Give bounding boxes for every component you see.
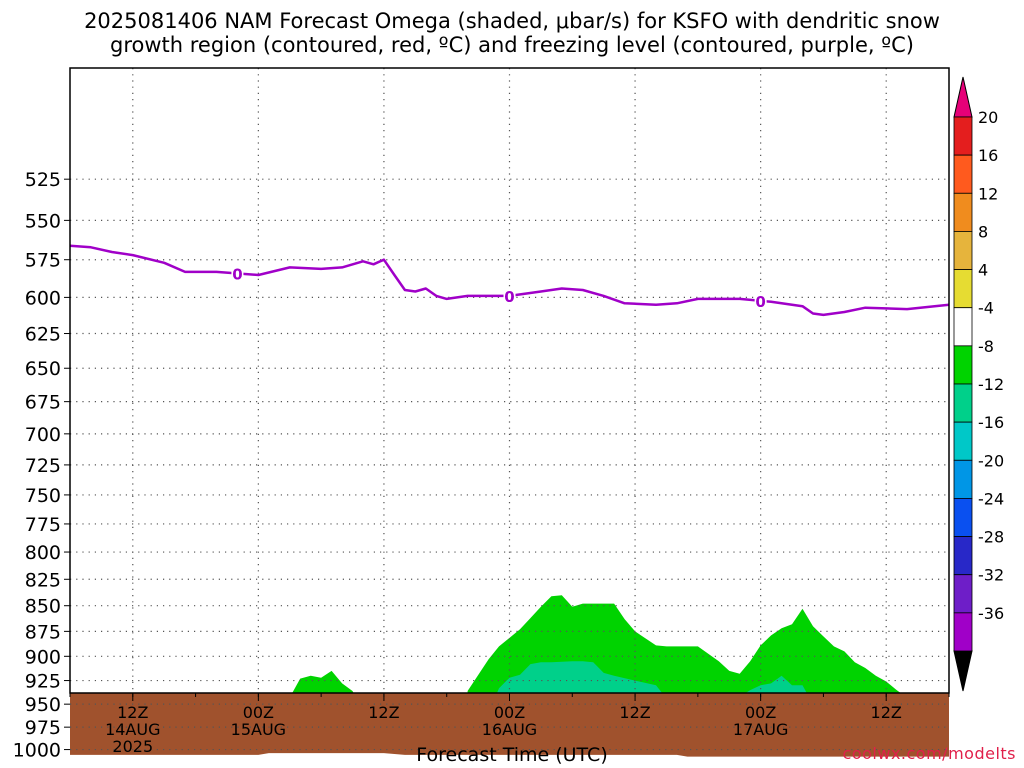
freezing-level-layer: 0 0 0 <box>69 244 950 317</box>
y-tick-label: 650 <box>25 358 61 380</box>
colorbar-label: -20 <box>978 451 1004 470</box>
colorbar-label: 4 <box>978 261 988 280</box>
y-tick-label: 575 <box>25 250 61 272</box>
y-tick-label: 550 <box>25 210 61 232</box>
y-tick-label: 900 <box>25 646 61 668</box>
freezing-level-label: 0 <box>504 288 514 306</box>
colorbar-segment <box>953 231 973 270</box>
colorbar-segment <box>953 307 973 347</box>
freezing-level-label-bg <box>503 286 516 305</box>
y-tick-label: 925 <box>25 671 61 693</box>
colorbar-label: 8 <box>978 222 988 241</box>
y-tick-label: 825 <box>25 569 61 591</box>
freezing-level-label: 0 <box>755 293 765 311</box>
y-tick-label: 1000 <box>13 740 61 762</box>
y-tick-label: 600 <box>25 287 61 309</box>
freezing-level-label-bg <box>754 291 767 310</box>
x-tick-label: 12Z <box>117 703 148 722</box>
surface-band-layer <box>70 693 949 757</box>
y-tick-label: 775 <box>25 514 61 536</box>
colorbar-label: -28 <box>978 528 1004 547</box>
colorbar-segment <box>953 192 973 232</box>
x-tick-label: 00Z <box>243 703 274 722</box>
colorbar-segment <box>953 421 973 461</box>
freezing-level-line <box>69 244 950 317</box>
y-tick-label: 625 <box>25 324 61 346</box>
colorbar-segment <box>953 459 973 499</box>
y-tick-label: 525 <box>25 169 61 191</box>
x-tick-label: 12Z <box>619 703 650 722</box>
grid-layer <box>70 68 949 751</box>
x-tick-label: 17AUG <box>733 720 788 739</box>
colorbar-label: -12 <box>978 375 1004 394</box>
colorbar-label: -8 <box>978 337 994 356</box>
x-axis-label: Forecast Time (UTC) <box>416 744 608 766</box>
chart-title-line-1: 2025081406 NAM Forecast Omega (shaded, μ… <box>84 9 940 33</box>
colorbar-label: -24 <box>978 489 1004 508</box>
colorbar-label: 16 <box>978 146 998 165</box>
colorbar-segment <box>953 536 973 576</box>
x-tick-label: 14AUG <box>105 720 160 739</box>
y-tick-label: 750 <box>25 485 61 507</box>
colorbar-segment <box>953 154 973 194</box>
y-tick-label: 800 <box>25 542 61 564</box>
x-tick-label: 16AUG <box>482 720 537 739</box>
colorbar-segment <box>953 498 973 537</box>
x-tick-label: 2025 <box>112 737 153 756</box>
colorbar-label: -4 <box>978 299 994 318</box>
x-tick-label: 12Z <box>871 703 902 722</box>
surface-band <box>70 693 949 757</box>
y-tick-label: 950 <box>25 694 61 716</box>
colorbar-label: -16 <box>978 413 1004 432</box>
y-axis: 525 550 575 600 625 650 675 700 725 750 775 800 825 8… <box>13 169 70 762</box>
y-tick-label: 725 <box>25 455 61 477</box>
freezing-level-label-bg <box>231 264 244 283</box>
colorbar-segment <box>953 345 973 385</box>
y-tick-label: 675 <box>25 392 61 414</box>
colorbar-segment <box>953 269 973 309</box>
colorbar-label: -36 <box>978 604 1004 623</box>
y-tick-label: 700 <box>25 424 61 446</box>
y-tick-label: 875 <box>25 621 61 643</box>
colorbar-segment <box>953 574 973 614</box>
colorbar-top-arrow <box>953 76 973 118</box>
colorbar-segment <box>953 612 973 652</box>
chart-title-line-2: growth region (contoured, red, ºC) and f… <box>110 33 914 57</box>
freezing-level-label: 0 <box>232 265 242 283</box>
y-tick-label: 975 <box>25 717 61 739</box>
colorbar-bottom-arrow <box>953 650 973 692</box>
x-tick-label: 00Z <box>745 703 776 722</box>
credit-text: coolwx.com/modelts <box>842 744 1016 763</box>
colorbar-label: 20 <box>978 108 998 127</box>
colorbar-segment <box>953 116 973 156</box>
colorbar: 20 16 12 8 4 -4 -8 -12 -16 -20 -24 -28 -32 -36 <box>953 76 1004 692</box>
colorbar-segment <box>953 383 973 423</box>
x-tick-label: 15AUG <box>231 720 286 739</box>
x-tick-label: 00Z <box>494 703 525 722</box>
y-tick-label: 850 <box>25 596 61 618</box>
colorbar-label: -32 <box>978 566 1004 585</box>
colorbar-label: 12 <box>978 184 998 203</box>
x-tick-label: 12Z <box>368 703 399 722</box>
